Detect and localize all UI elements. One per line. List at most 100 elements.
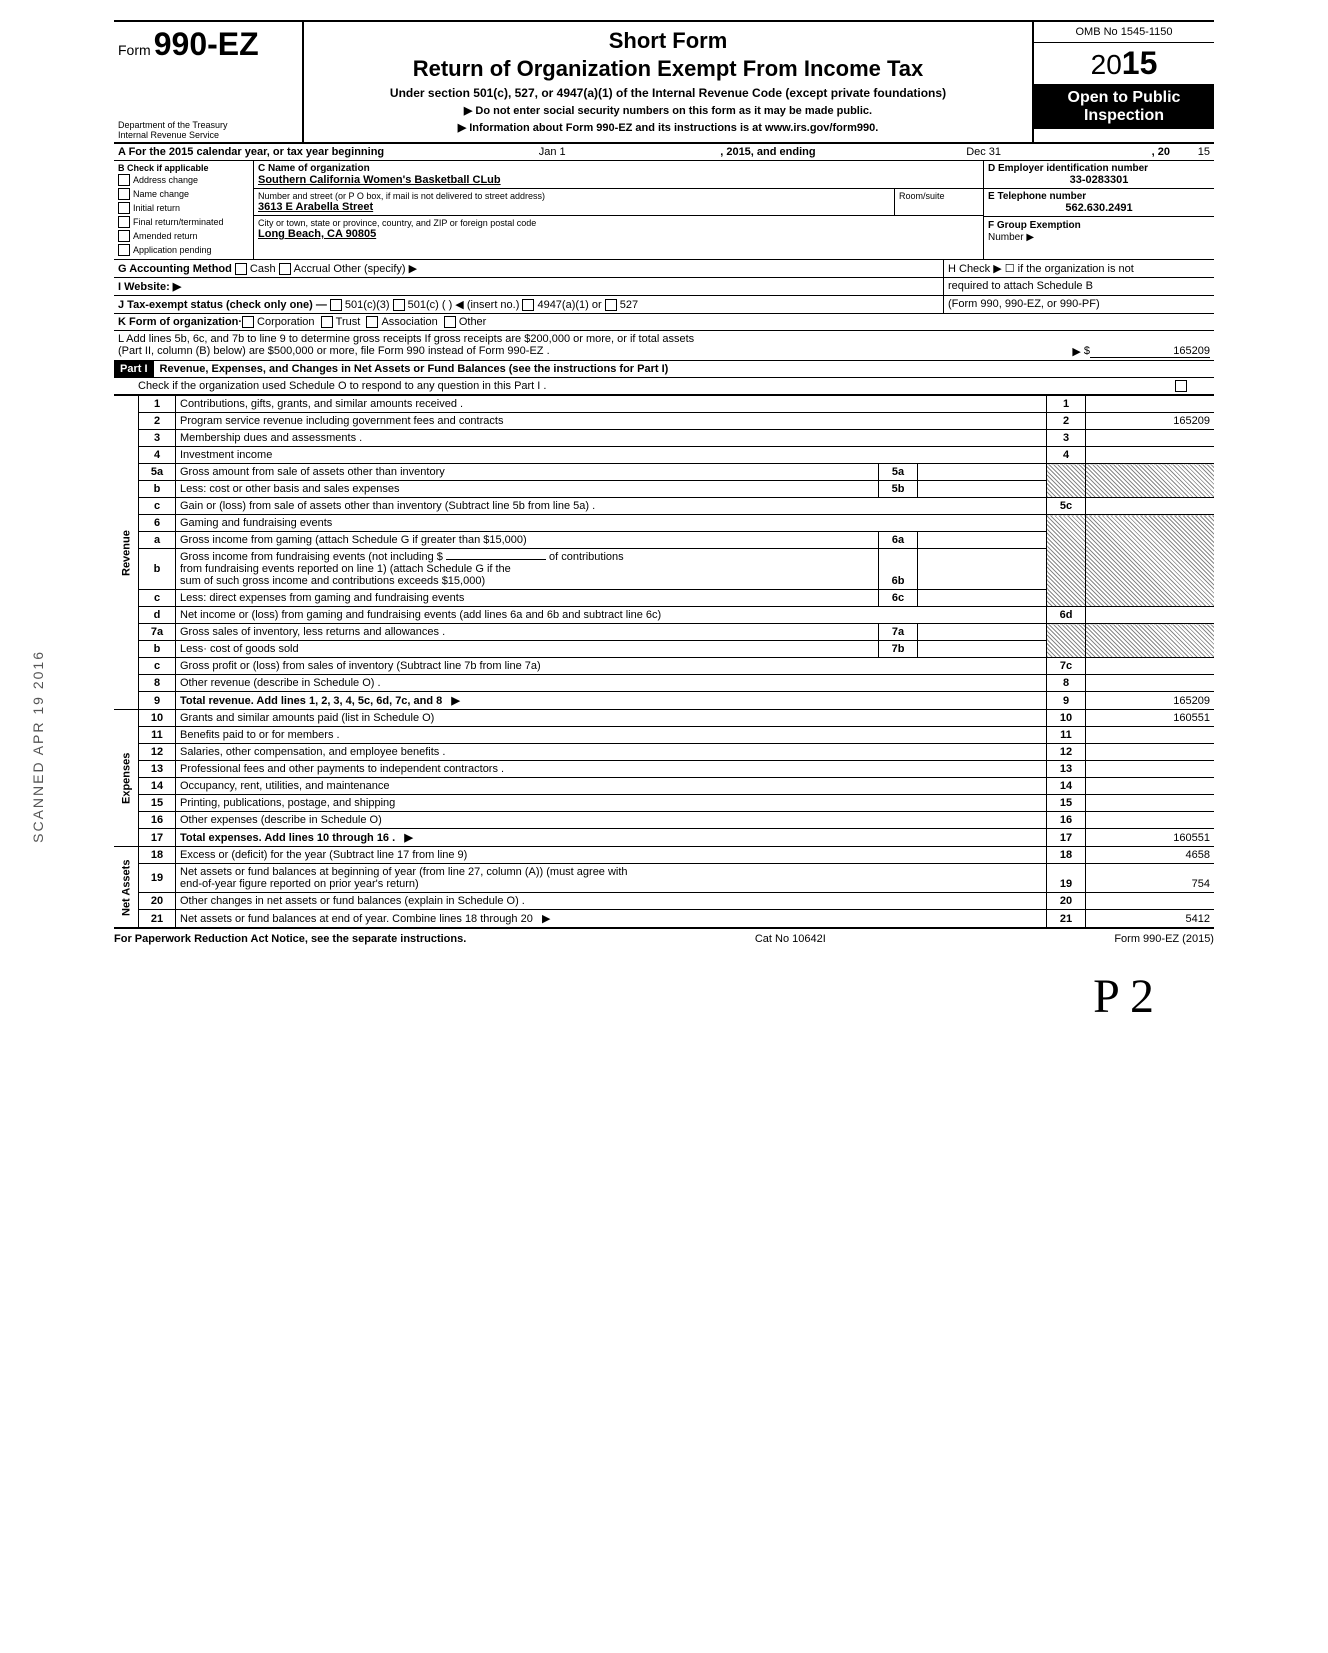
line-mv (918, 641, 1047, 658)
table-row: 5a Gross amount from sale of assets othe… (114, 464, 1214, 481)
chk-final-return[interactable]: Final return/terminated (118, 215, 249, 229)
line-num: b (139, 481, 176, 498)
shaded-cell (1047, 515, 1086, 607)
chk-trust[interactable] (321, 316, 333, 328)
h-label3: (Form 990, 990-EZ, or 990-PF) (944, 296, 1214, 313)
line-rv (1086, 396, 1215, 413)
line-a-mid: , 2015, and ending (720, 146, 815, 158)
line-num: 1 (139, 396, 176, 413)
dept-treasury: Department of the Treasury Internal Reve… (118, 120, 228, 140)
line-desc: Other changes in net assets or fund bala… (176, 893, 1047, 910)
g-cash: Cash (250, 263, 276, 275)
line-mv (918, 464, 1047, 481)
chk-501c3[interactable] (330, 299, 342, 311)
line-desc: Contributions, gifts, grants, and simila… (176, 396, 1047, 413)
street-value: 3613 E Arabella Street (258, 201, 890, 213)
dept-line1: Department of the Treasury (118, 120, 228, 130)
chk-4947[interactable] (522, 299, 534, 311)
chk-schedule-o[interactable] (1175, 380, 1187, 392)
line-rn: 10 (1047, 710, 1086, 727)
line-rn: 16 (1047, 812, 1086, 829)
line-num: 5a (139, 464, 176, 481)
chk-assoc[interactable] (366, 316, 378, 328)
instr-info: ▶ Information about Form 990-EZ and its … (312, 121, 1024, 134)
line-desc: Total revenue. Add lines 1, 2, 3, 4, 5c,… (180, 695, 442, 707)
lines-table: Revenue 1 Contributions, gifts, grants, … (114, 395, 1214, 928)
chk-application-pending[interactable]: Application pending (118, 243, 249, 257)
checkbox-icon[interactable] (118, 244, 130, 256)
line-num: d (139, 607, 176, 624)
checkbox-icon[interactable] (118, 202, 130, 214)
line-a: A For the 2015 calendar year, or tax yea… (114, 144, 1214, 161)
line-desc: Other expenses (describe in Schedule O) (176, 812, 1047, 829)
line-desc: Salaries, other compensation, and employ… (176, 744, 1047, 761)
received-stamp: SCANNED APR 19 2016 (30, 650, 46, 843)
checkbox-icon[interactable] (118, 216, 130, 228)
line-rn: 17 (1047, 829, 1086, 847)
line-desc: Excess or (deficit) for the year (Subtra… (176, 847, 1047, 864)
line-mn: 6c (879, 590, 918, 607)
e-label: E Telephone number (988, 191, 1210, 202)
form-number: 990-EZ (154, 26, 259, 62)
chk-label: Application pending (133, 245, 212, 255)
section-def: D Employer identification number 33-0283… (984, 161, 1214, 259)
open-public: Open to Public Inspection (1034, 85, 1214, 129)
table-row: 2 Program service revenue including gove… (114, 413, 1214, 430)
checkbox-icon[interactable] (118, 174, 130, 186)
table-row: 6 Gaming and fundraising events (114, 515, 1214, 532)
i-cell: I Website: ▶ (114, 278, 944, 295)
year-suffix: 15 (1122, 45, 1158, 81)
open-text: Open to Public (1068, 89, 1181, 106)
section-b: B Check if applicable Address change Nam… (114, 161, 254, 259)
omb-number: OMB No 1545-1150 (1034, 22, 1214, 43)
chk-label: Amended return (133, 231, 198, 241)
header-right: OMB No 1545-1150 2015 Open to Public Ins… (1032, 22, 1214, 142)
part1-header: Part I Revenue, Expenses, and Changes in… (114, 361, 1214, 378)
line-rv (1086, 675, 1215, 692)
line-mn: 5b (879, 481, 918, 498)
line-rn: 6d (1047, 607, 1086, 624)
line-rn: 14 (1047, 778, 1086, 795)
phone-value: 562.630.2491 (988, 202, 1210, 214)
chk-527[interactable] (605, 299, 617, 311)
line-num: c (139, 498, 176, 515)
block-bcdef: B Check if applicable Address change Nam… (114, 161, 1214, 260)
line-num: 7a (139, 624, 176, 641)
checkbox-icon[interactable] (118, 230, 130, 242)
line-rv: 165209 (1086, 413, 1215, 430)
instr-ssn: ▶ Do not enter social security numbers o… (312, 104, 1024, 117)
year-prefix: 20 (1091, 49, 1122, 80)
line-rv: 165209 (1086, 692, 1215, 710)
chk-other[interactable] (444, 316, 456, 328)
line-num: a (139, 532, 176, 549)
j-label: J Tax-exempt status (check only one) — (118, 299, 327, 311)
table-row: 8 Other revenue (describe in Schedule O)… (114, 675, 1214, 692)
line-a-yrsfx: , 20 (1152, 146, 1170, 158)
dept-line2: Internal Revenue Service (118, 130, 219, 140)
l-arrow: ▶ (1072, 345, 1080, 358)
line-num: 21 (139, 910, 176, 928)
line-rv (1086, 727, 1215, 744)
shaded-cell (1086, 464, 1215, 498)
line-num: 16 (139, 812, 176, 829)
line-rn: 11 (1047, 727, 1086, 744)
chk-501c[interactable] (393, 299, 405, 311)
line-mv (918, 590, 1047, 607)
chk-name-change[interactable]: Name change (118, 187, 249, 201)
chk-label: Initial return (133, 203, 180, 213)
table-row: 3 Membership dues and assessments . 3 (114, 430, 1214, 447)
line-mn: 7b (879, 641, 918, 658)
chk-address-change[interactable]: Address change (118, 173, 249, 187)
chk-amended[interactable]: Amended return (118, 229, 249, 243)
line-mv (918, 532, 1047, 549)
chk-accrual[interactable] (279, 263, 291, 275)
line-num: 18 (139, 847, 176, 864)
expenses-label: Expenses (114, 710, 139, 847)
chk-corp[interactable] (242, 316, 254, 328)
checkbox-icon[interactable] (118, 188, 130, 200)
h-label: H Check ▶ ☐ if the organization is not (948, 263, 1134, 275)
line-rn: 8 (1047, 675, 1086, 692)
chk-initial-return[interactable]: Initial return (118, 201, 249, 215)
chk-cash[interactable] (235, 263, 247, 275)
line-num: c (139, 658, 176, 675)
